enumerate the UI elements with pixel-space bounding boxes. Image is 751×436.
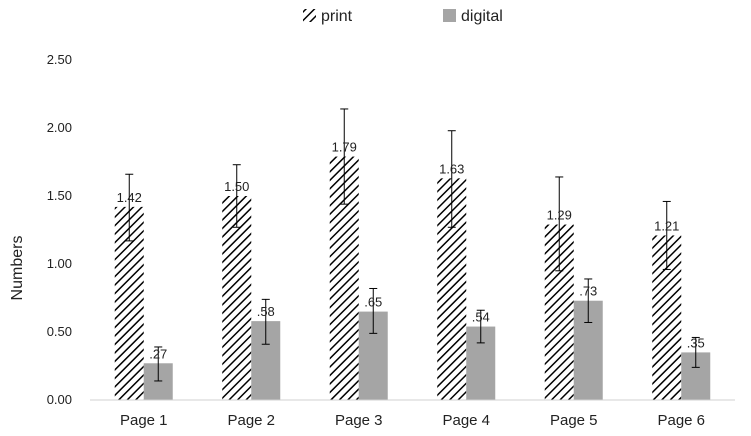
data-label: 1.50 (224, 179, 249, 194)
legend-label-print: print (321, 8, 353, 25)
data-label: .65 (364, 295, 382, 310)
data-label: 1.42 (117, 190, 142, 205)
bars (114, 156, 711, 400)
y-tick-label: 1.50 (47, 188, 72, 203)
legend-swatch-print (303, 9, 316, 22)
data-labels: 1.42 .27 1.50 .58 1.79 .65 1.63 .54 1.29 .73 1.21.… (117, 140, 705, 362)
y-tick-label: 0.50 (47, 324, 72, 339)
error-bars (125, 108, 700, 382)
x-tick-label: Page 2 (227, 412, 275, 429)
y-tick-label: 1.00 (47, 256, 72, 271)
legend: print digital (303, 8, 503, 25)
y-axis-label: Numbers (9, 236, 26, 301)
data-label: 1.29 (547, 208, 572, 223)
data-label: .73 (579, 284, 597, 299)
y-tick-label: 2.50 (47, 52, 72, 67)
legend-label-digital: digital (461, 8, 503, 25)
x-tick-label: Page 4 (442, 412, 490, 429)
data-label: 1.79 (332, 140, 357, 155)
y-tick-label: 0.00 (47, 392, 72, 407)
data-label: 1.21 (654, 218, 679, 233)
data-label: .54 (472, 310, 490, 325)
data-label: .35 (687, 335, 705, 350)
data-label: .58 (257, 304, 275, 319)
x-tick-label: Page 3 (335, 412, 383, 429)
data-label: .27 (149, 346, 167, 361)
data-label: 1.63 (439, 161, 464, 176)
y-axis-ticks: 0.00 0.50 1.00 1.50 2.00 2.50 (47, 52, 72, 407)
x-tick-label: Page 6 (657, 412, 705, 429)
x-axis-ticks: Page 1 Page 2 Page 3 Page 4 Page 5 Page 6 (120, 412, 705, 429)
print-bar (222, 196, 252, 400)
x-tick-label: Page 5 (550, 412, 598, 429)
x-tick-label: Page 1 (120, 412, 168, 429)
y-tick-label: 2.00 (47, 120, 72, 135)
legend-swatch-digital (443, 9, 456, 22)
